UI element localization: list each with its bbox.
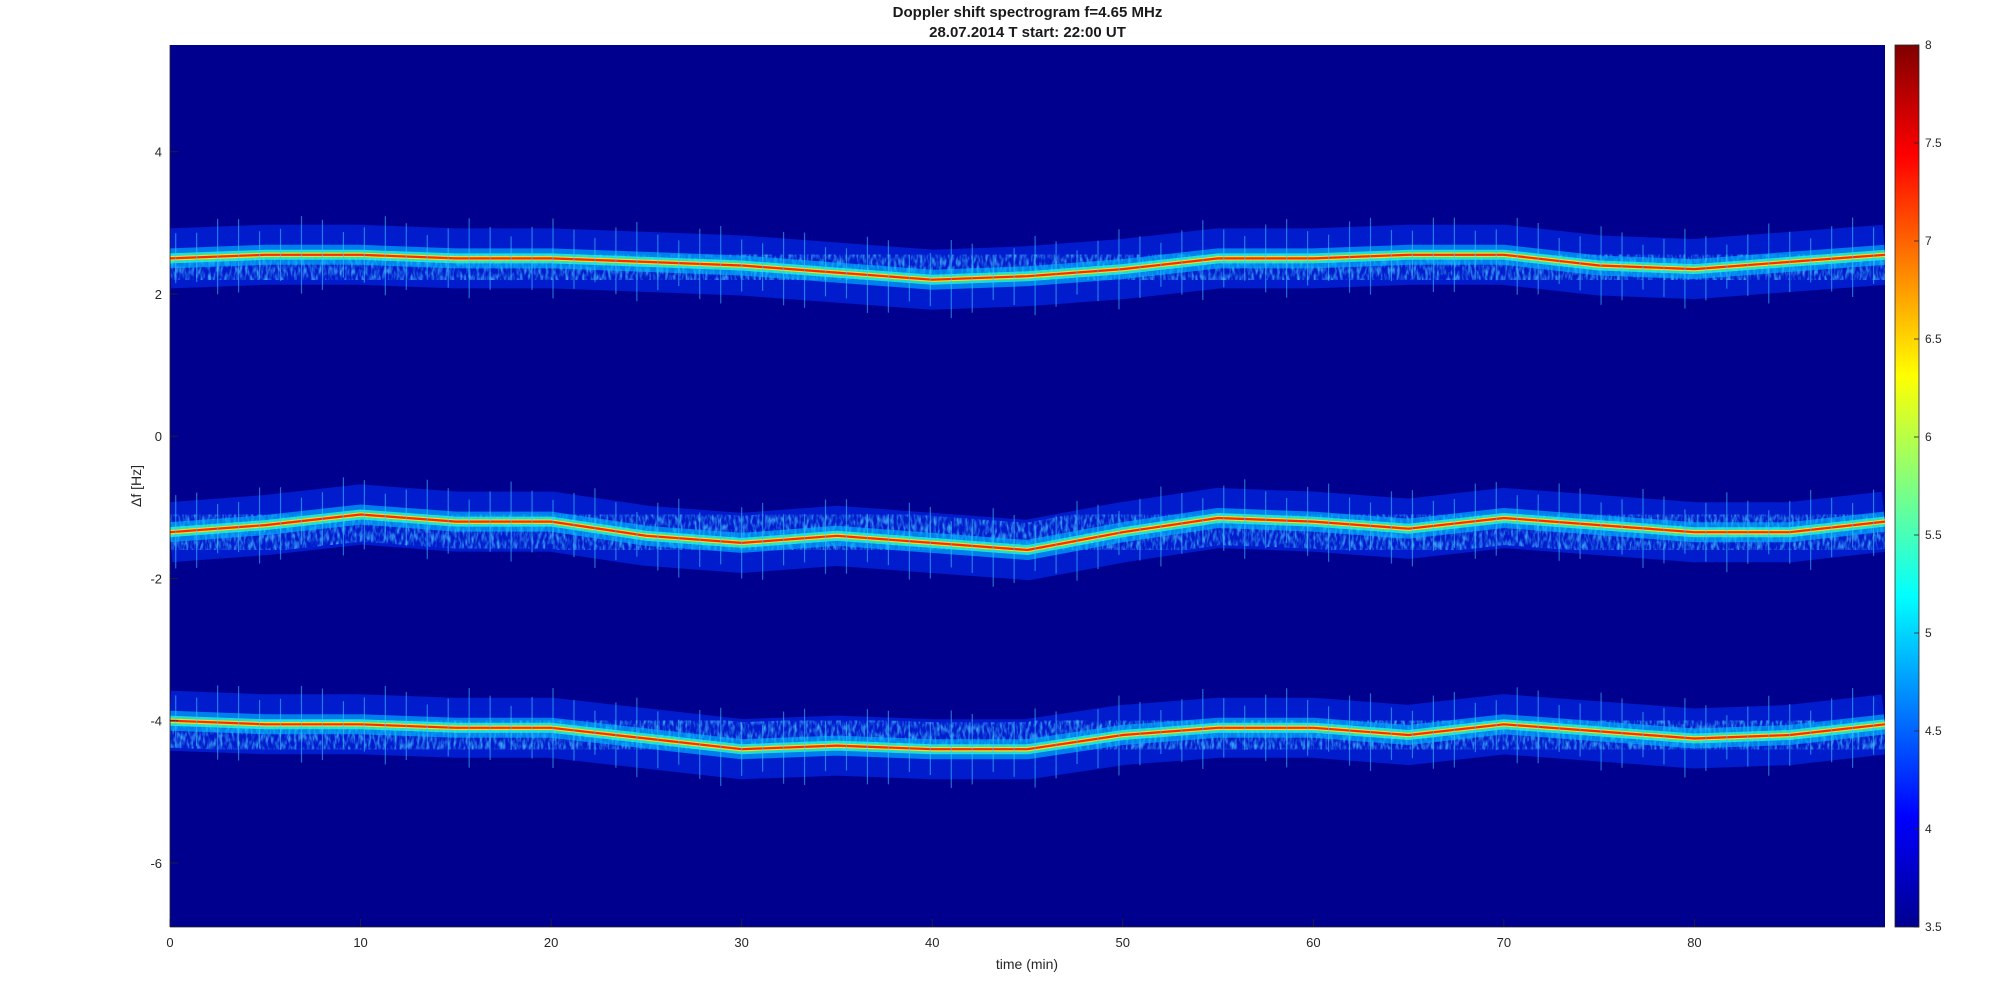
- x-tick-label: 70: [1497, 935, 1511, 950]
- colorbar-tick-label: 4: [1925, 822, 1932, 836]
- x-axis-label: time (min): [996, 956, 1058, 972]
- colorbar-tick-label: 6: [1925, 430, 1932, 444]
- trace-peak: [170, 513, 1885, 552]
- colorbar-tick-label: 7: [1925, 234, 1932, 248]
- x-axis: 0 10 20 30 40 50 60 70 80: [166, 919, 1885, 950]
- y-tick-label: -4: [150, 714, 162, 729]
- x-tick-label: 40: [925, 935, 939, 950]
- x-tick-label: 0: [166, 935, 173, 950]
- trace-1: [170, 216, 1885, 319]
- y-axis: -6 -4 -2 0 2 4: [150, 45, 178, 927]
- y-tick-label: 2: [155, 287, 162, 302]
- x-tick-label: 20: [544, 935, 558, 950]
- y-tick-label: 4: [155, 145, 162, 160]
- colorbar-tick-label: 8: [1925, 38, 1932, 52]
- colorbar-ticks: 3.5 4 4.5 5 5.5 6 6.5 7 7.5 8: [1914, 38, 1942, 934]
- colorbar-tick-label: 6.5: [1925, 332, 1942, 346]
- x-tick-label: 80: [1687, 935, 1701, 950]
- trace-2: [170, 477, 1885, 587]
- colorbar-tick-label: 7.5: [1925, 136, 1942, 150]
- x-tick-label: 30: [734, 935, 748, 950]
- plot-background: [170, 45, 1885, 927]
- trace-peak: [170, 253, 1885, 281]
- colorbar-tick-label: 4.5: [1925, 724, 1942, 738]
- spectral-traces: [170, 216, 1885, 788]
- colorbar-tick-label: 5: [1925, 626, 1932, 640]
- trace-peak: [170, 719, 1885, 751]
- colorbar-tick-label: 3.5: [1925, 920, 1942, 934]
- x-tick-label: 50: [1116, 935, 1130, 950]
- x-tick-label: 10: [353, 935, 367, 950]
- chart-subtitle: 28.07.2014 T start: 22:00 UT: [929, 24, 1126, 41]
- y-tick-label: -6: [150, 856, 162, 871]
- colorbar-tick-label: 5.5: [1925, 528, 1942, 542]
- trace-3: [170, 685, 1885, 788]
- colorbar: [1894, 44, 1920, 928]
- chart-title: Doppler shift spectrogram f=4.65 MHz: [892, 4, 1163, 21]
- x-tick-label: 60: [1306, 935, 1320, 950]
- y-axis-label: Δf [Hz]: [128, 465, 144, 507]
- y-tick-label: -2: [150, 571, 162, 586]
- y-tick-label: 0: [155, 429, 162, 444]
